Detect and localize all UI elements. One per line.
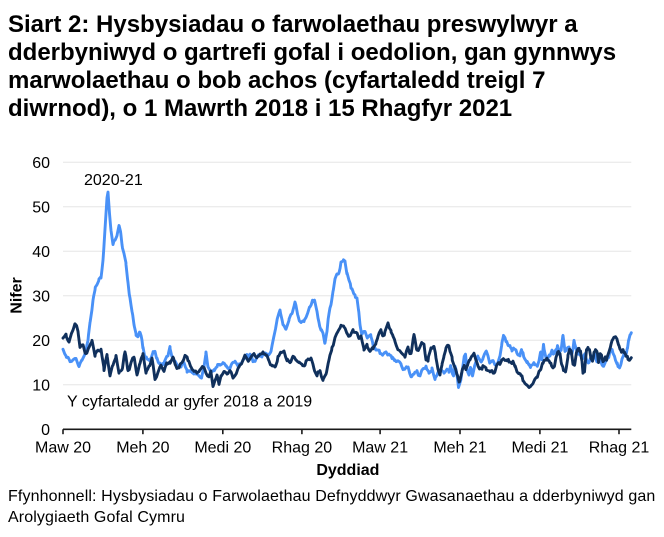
svg-text:Maw 20: Maw 20 (35, 439, 91, 456)
svg-text:10: 10 (32, 377, 50, 394)
svg-text:60: 60 (32, 155, 50, 172)
svg-text:0: 0 (41, 422, 50, 439)
svg-text:Meh 21: Meh 21 (433, 439, 486, 456)
svg-text:20: 20 (32, 333, 50, 350)
svg-text:Maw 21: Maw 21 (352, 439, 408, 456)
svg-text:Medi 21: Medi 21 (511, 439, 568, 456)
svg-text:40: 40 (32, 244, 50, 261)
svg-text:Meh 20: Meh 20 (116, 439, 169, 456)
svg-text:30: 30 (32, 288, 50, 305)
svg-text:Medi 20: Medi 20 (194, 439, 251, 456)
svg-text:Rhag 21: Rhag 21 (589, 439, 650, 456)
svg-text:Nifer: Nifer (9, 277, 26, 313)
svg-text:50: 50 (32, 199, 50, 216)
svg-text:Rhag 20: Rhag 20 (272, 439, 333, 456)
svg-text:Y cyfartaledd ar gyfer 2018 a: Y cyfartaledd ar gyfer 2018 a 2019 (67, 394, 312, 411)
svg-text:Dyddiad: Dyddiad (316, 462, 379, 479)
svg-text:2020-21: 2020-21 (84, 172, 143, 189)
